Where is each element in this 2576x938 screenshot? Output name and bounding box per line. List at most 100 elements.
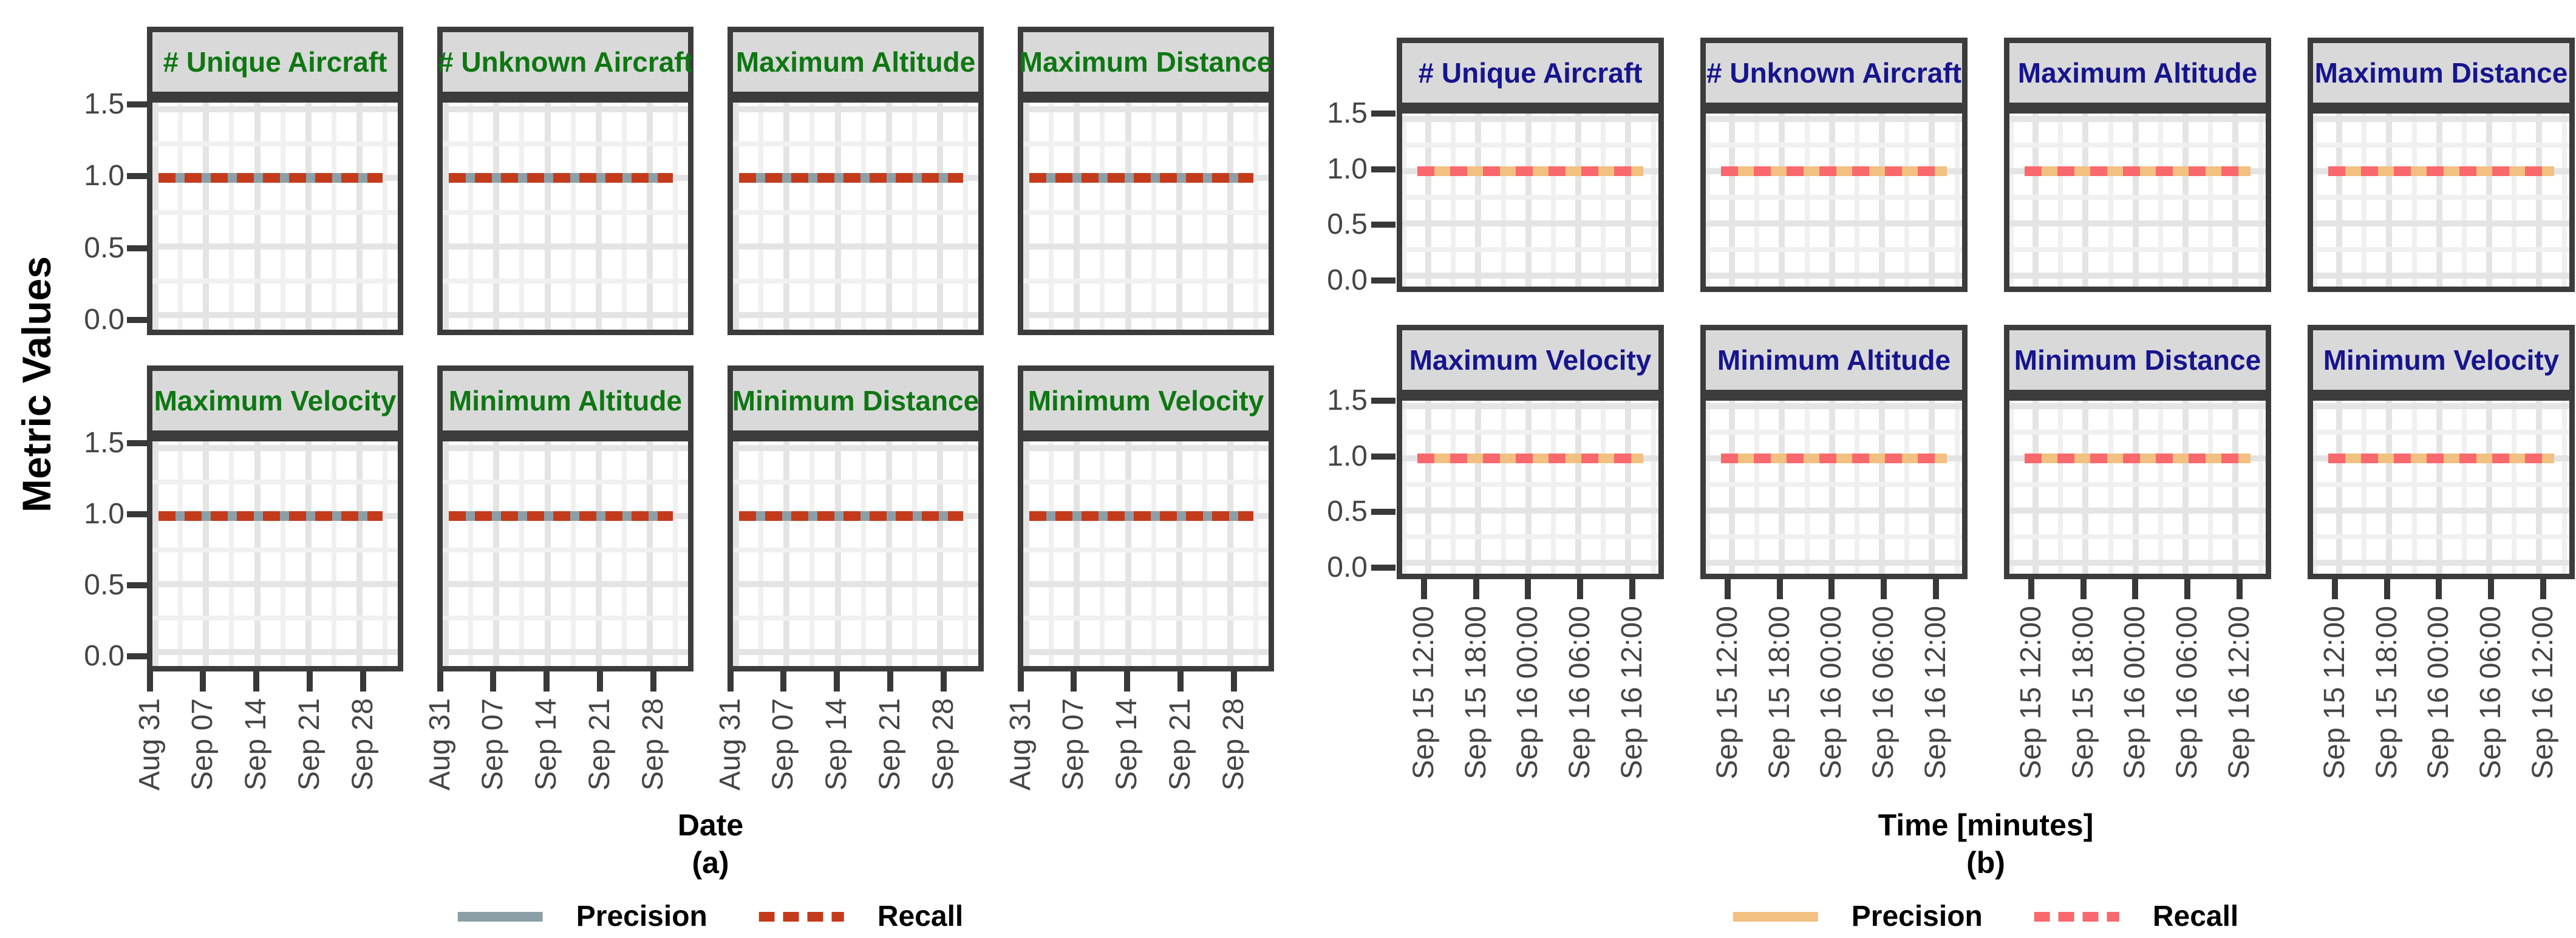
legend-b: Precision Recall	[1733, 900, 2238, 933]
y-tick-label: 1.0	[84, 497, 124, 530]
gridline-major-h	[1402, 272, 1658, 279]
gridline-minor-v	[2561, 401, 2567, 574]
panel-body	[1402, 114, 1658, 287]
gridline-minor-v	[963, 103, 968, 330]
x-tick-mark	[940, 671, 947, 692]
x-tick-label: Sep 16 06:00	[1867, 606, 1900, 780]
panel	[2004, 108, 2271, 292]
gridline-minor-h	[152, 209, 398, 215]
facet-strip: Maximum Altitude	[2004, 38, 2271, 108]
gridline-major-v	[1125, 441, 1131, 666]
y-tick-label: 1.0	[84, 160, 124, 192]
gridline-minor-v	[2108, 401, 2113, 574]
x-tick-label: Sep 15 18:00	[2067, 606, 2099, 780]
gridline-minor-v	[1601, 114, 1606, 287]
x-tick-mark	[2132, 579, 2139, 599]
gridline-minor-h	[1402, 429, 1658, 435]
panel	[1397, 395, 1664, 579]
x-tick-mark	[2237, 579, 2243, 599]
x-tick-label: Sep 16 00:00	[1511, 606, 1544, 780]
precision-line-key	[457, 911, 543, 922]
gridline-minor-v	[1651, 401, 1656, 574]
panel	[147, 436, 403, 671]
x-tick-label: Sep 16 12:00	[1920, 606, 1952, 780]
gridline-major-v	[733, 441, 739, 666]
gridline-minor-v	[331, 441, 336, 666]
gridline-minor-v	[331, 103, 336, 330]
gridline-major-v	[1475, 114, 1482, 287]
recall-line-key	[2034, 911, 2119, 922]
gridline-minor-v	[2058, 401, 2063, 574]
gridline-minor-v	[2461, 401, 2467, 574]
gridline-major-v	[254, 103, 261, 330]
panel-body	[1706, 114, 1962, 287]
gridline-major-h	[443, 312, 688, 319]
y-tick-label: 0.0	[1327, 551, 1368, 583]
gridline-minor-v	[911, 441, 917, 666]
gridline-major-h	[1706, 507, 1962, 514]
gridline-major-v	[2336, 401, 2343, 574]
gridline-minor-v	[672, 441, 678, 666]
gridline-major-v	[834, 103, 841, 330]
y-tick-label: 0.0	[1327, 263, 1368, 296]
gridline-major-v	[2232, 114, 2239, 287]
gridline-minor-v	[2108, 114, 2113, 287]
gridline-major-h	[1706, 272, 1962, 279]
gridline-minor-h	[1023, 480, 1269, 485]
gridline-minor-v	[1402, 401, 1406, 574]
gridline-major-h	[443, 580, 688, 587]
x-tick-label: Aug 31	[424, 698, 457, 791]
x-tick-mark	[780, 671, 787, 692]
gridline-minor-v	[2158, 401, 2163, 574]
facet-strip: Minimum Altitude	[1700, 325, 1968, 395]
gridline-major-v	[443, 441, 449, 666]
x-tick-mark	[490, 671, 497, 692]
gridline-major-v	[1729, 114, 1736, 287]
x-tick-label: Sep 21	[1164, 698, 1196, 791]
gridline-minor-v	[1100, 103, 1105, 330]
gridline-major-v	[1929, 114, 1935, 287]
gridline-major-v	[254, 441, 261, 666]
facet-strip: # Unknown Aircraft	[1700, 38, 1968, 108]
facet-title: Minimum Altitude	[1717, 344, 1951, 376]
gridline-minor-v	[570, 441, 576, 666]
x-tick-mark	[147, 671, 154, 692]
gridline-major-v	[2232, 401, 2239, 574]
gridline-major-v	[493, 441, 500, 666]
gridline-major-v	[544, 441, 551, 666]
x-tick-label: Sep 28	[636, 698, 669, 791]
panel	[2004, 395, 2271, 579]
gridline-minor-h	[2009, 194, 2266, 200]
x-tick-mark	[1525, 579, 1532, 599]
facet-title: Maximum Velocity	[1409, 344, 1652, 376]
panel	[727, 97, 984, 335]
gridline-minor-v	[1253, 441, 1258, 666]
x-tick-mark	[2028, 579, 2034, 599]
x-tick-label: Sep 16 00:00	[1815, 606, 1848, 780]
x-tick-label: Sep 21	[583, 698, 616, 791]
facet-strip: Maximum Velocity	[147, 365, 403, 436]
gridline-minor-v	[963, 441, 968, 666]
gridline-minor-v	[758, 441, 764, 666]
gridline-minor-h	[1402, 194, 1658, 200]
gridline-minor-h	[1706, 429, 1962, 435]
gridline-major-v	[1779, 114, 1785, 287]
y-tick-label: 0.5	[1327, 495, 1368, 528]
gridline-minor-v	[1202, 103, 1207, 330]
gridline-major-v	[2033, 401, 2039, 574]
gridline-minor-v	[1049, 441, 1054, 666]
gridline-major-v	[152, 441, 158, 666]
gridline-minor-v	[280, 103, 285, 330]
panel	[1018, 436, 1274, 671]
y-tick-label: 1.5	[84, 87, 124, 120]
recall-line	[1721, 453, 1947, 463]
gridline-major-v	[1575, 401, 1581, 574]
x-tick-mark	[437, 671, 444, 692]
facet-title: # Unknown Aircraft	[1706, 57, 1962, 89]
panel-body	[2009, 114, 2266, 287]
gridline-major-v	[1074, 103, 1080, 330]
gridline-minor-h	[443, 141, 688, 146]
caption-b: (b)	[1966, 846, 2005, 880]
gridline-major-v	[305, 103, 312, 330]
gridline-major-h	[2313, 115, 2569, 122]
